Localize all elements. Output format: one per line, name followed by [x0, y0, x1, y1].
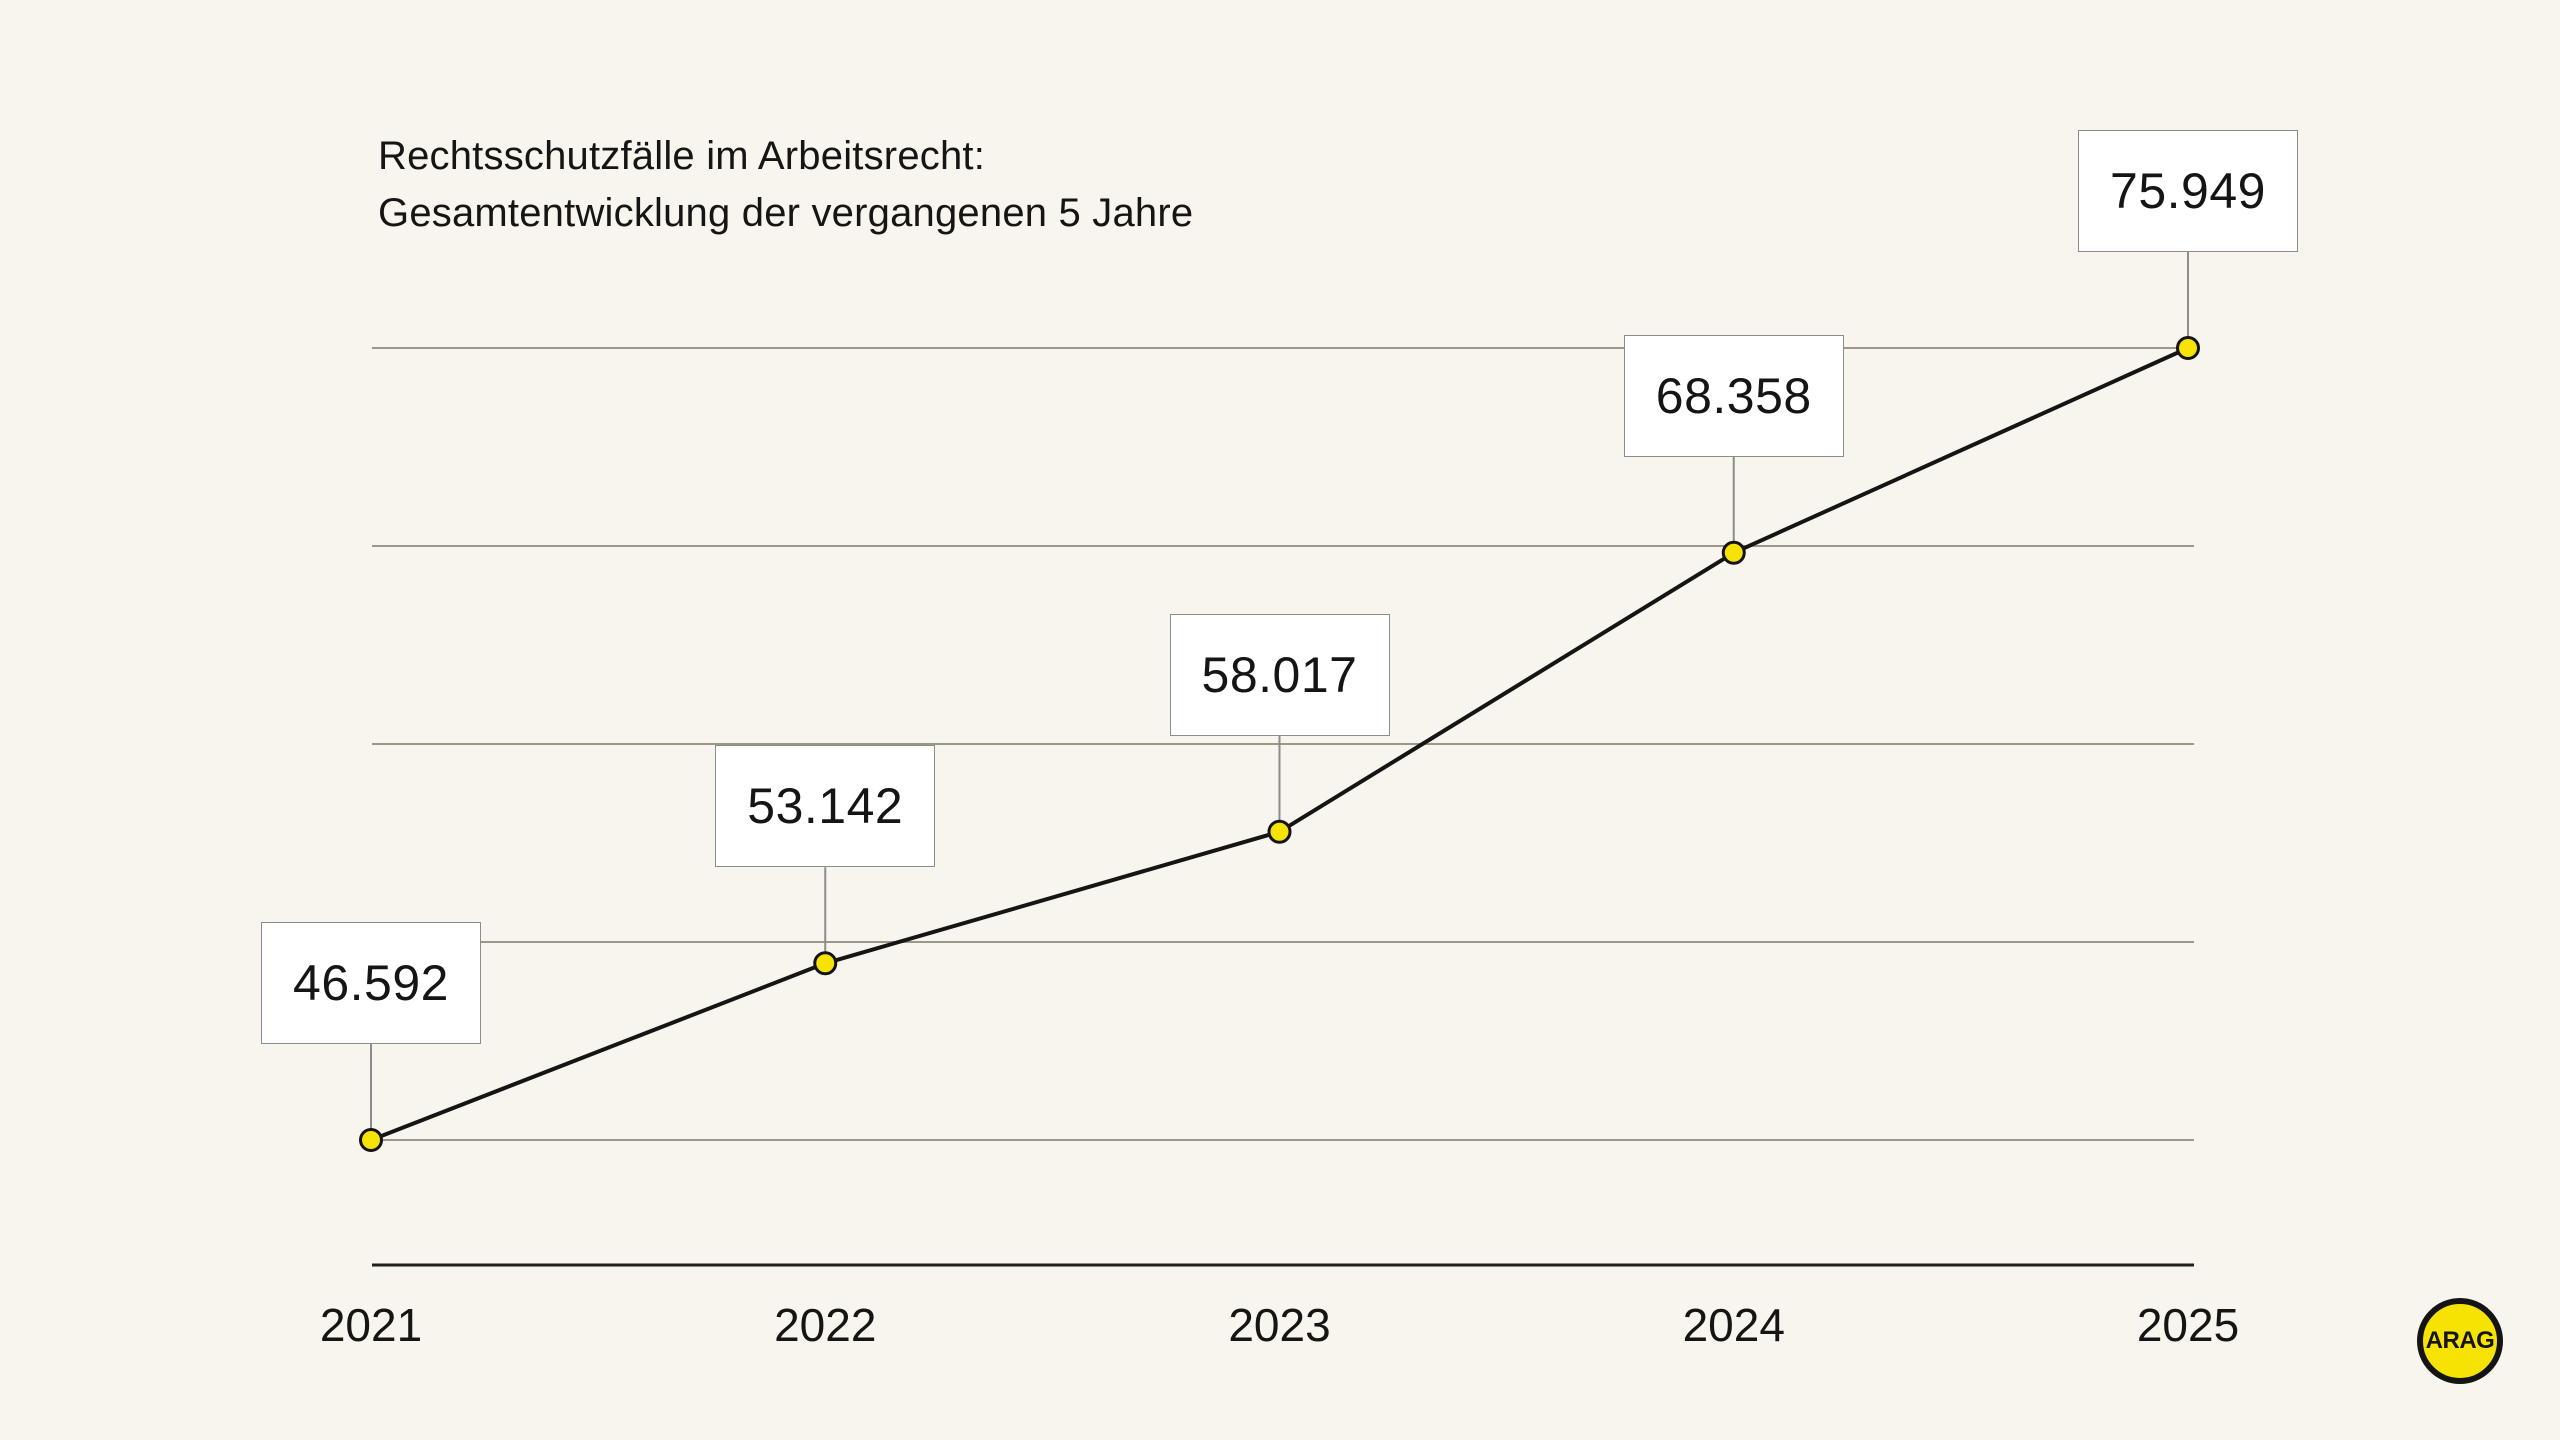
data-point-marker — [1721, 540, 1746, 565]
x-axis-tick-label: 2021 — [319, 1299, 423, 1351]
value-label-box: 75.949 — [2078, 130, 2298, 252]
chart-title-line2: Gesamtentwicklung der vergangenen 5 Jahr… — [378, 191, 1194, 235]
value-label-box: 68.358 — [1623, 334, 1844, 457]
data-point-marker — [813, 951, 838, 976]
value-label-box: 53.142 — [715, 745, 936, 868]
x-axis-tick-label: 2023 — [1228, 1299, 1331, 1351]
data-point-marker — [2176, 336, 2200, 360]
chart-title-line1: Rechtsschutzfälle im Arbeitsrecht: — [378, 134, 986, 178]
chart-title: Rechtsschutzfälle im Arbeitsrecht: Gesam… — [378, 128, 1193, 242]
x-axis-tick-label: 2022 — [774, 1299, 877, 1351]
data-point-marker — [359, 1128, 383, 1152]
arag-logo-text: ARAG — [2425, 1327, 2495, 1354]
data-point-marker — [1267, 819, 1292, 844]
value-label-box: 58.017 — [1169, 613, 1390, 736]
value-label-box: 46.592 — [261, 922, 481, 1044]
x-axis-tick-label: 2025 — [2136, 1299, 2240, 1351]
arag-logo: ARAG — [2417, 1298, 2503, 1384]
x-axis-tick-label: 2024 — [1682, 1299, 1785, 1351]
